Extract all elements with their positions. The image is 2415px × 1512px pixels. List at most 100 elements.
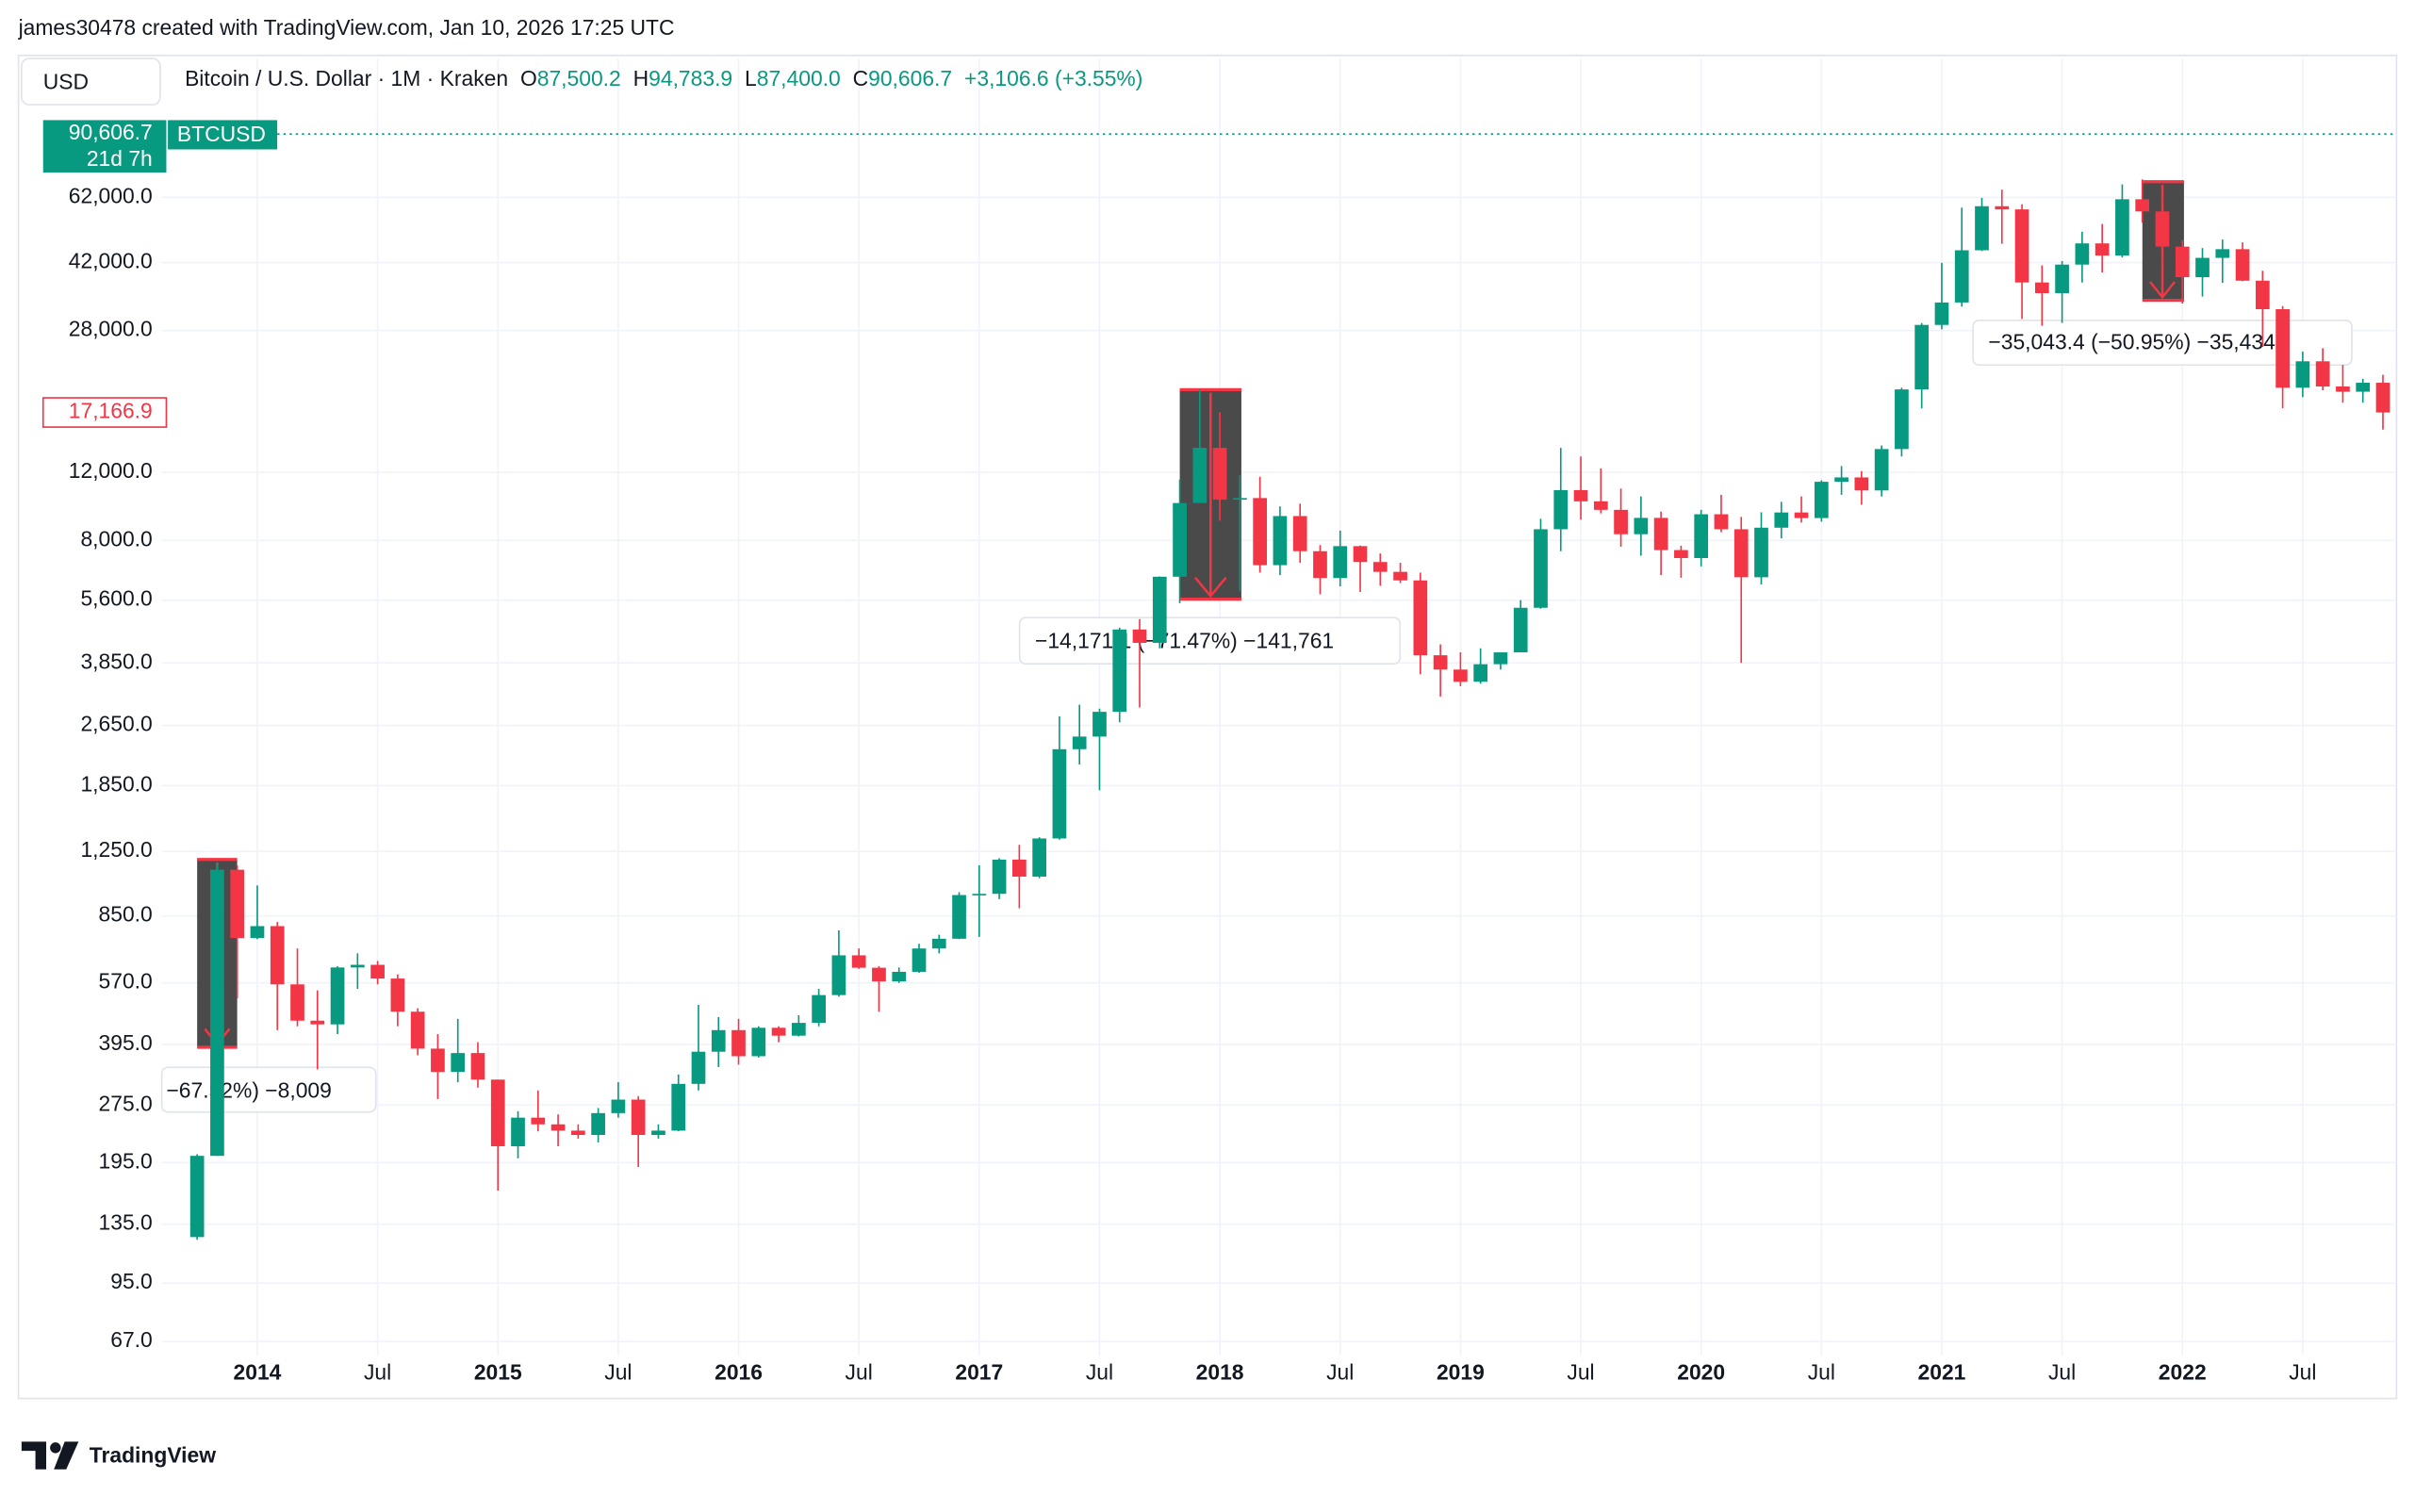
y-tick-label: 67.0 (110, 1327, 153, 1352)
y-tick-label: 3,850.0 (80, 649, 152, 673)
candle-body (310, 1020, 325, 1025)
ohlc-value: 94,783.9 (649, 66, 732, 90)
candle-body (1513, 607, 1528, 653)
candle-body (2336, 386, 2350, 392)
candle-body (1253, 498, 1268, 566)
candle-body (1733, 529, 1749, 578)
candle-body (931, 938, 946, 949)
ohlc-value: 90,606.7 (868, 66, 952, 90)
candle-body (2356, 383, 2371, 392)
candle-body (290, 984, 304, 1021)
candle-body (350, 964, 365, 968)
candle-body (1553, 489, 1569, 530)
last-price-label: 17,166.9 (69, 399, 153, 423)
candle-body (230, 869, 245, 939)
countdown: 21d 7h (87, 146, 153, 171)
y-tick-label: 395.0 (99, 1030, 153, 1055)
candle-body (591, 1112, 605, 1135)
candle-body (1032, 838, 1046, 877)
candle-body (1112, 629, 1127, 713)
x-tick-label: Jul (1808, 1359, 1835, 1384)
candle-body (1333, 546, 1348, 579)
y-tick-label: 42,000.0 (69, 249, 153, 273)
candle-body (1653, 518, 1668, 551)
candle-body (1694, 514, 1709, 558)
y-tick-label: 28,000.0 (69, 317, 153, 341)
candle-body (1413, 580, 1428, 656)
candle-body (972, 894, 987, 896)
measure-label-box (1972, 320, 2353, 367)
candle-body (691, 1051, 706, 1084)
x-tick-label: 2016 (715, 1359, 763, 1384)
candle-body (1674, 550, 1688, 558)
candle-body (812, 994, 826, 1024)
candle-body (2155, 211, 2170, 247)
measure-label: −35,043.4 (−50.95%) −35,434 (1988, 329, 2275, 353)
ohlc-key: L (745, 66, 757, 90)
y-tick-label: 12,000.0 (69, 458, 153, 483)
candle-body (189, 1156, 205, 1238)
candle-body (2115, 199, 2129, 256)
candles (189, 179, 2390, 1241)
candle-body (1874, 449, 1889, 491)
candle-body (611, 1099, 626, 1113)
candle-body (550, 1124, 566, 1131)
candle-body (390, 978, 405, 1012)
candle-body (531, 1117, 546, 1125)
candle-body (2275, 309, 2290, 388)
candle-body (370, 964, 385, 979)
candle-body (1233, 498, 1247, 501)
candle-body (1934, 302, 1949, 325)
candle-body (1794, 512, 1809, 518)
candle-body (2315, 361, 2330, 386)
x-tick-label: Jul (1326, 1359, 1354, 1384)
price-tag-value: 90,606.7 (69, 120, 153, 144)
candle-body (2295, 361, 2310, 388)
candle-body (2034, 282, 2049, 293)
y-tick-label: 5,600.0 (80, 586, 152, 611)
candle-body (1593, 501, 1608, 510)
candle-body (2095, 243, 2110, 256)
candle-body (570, 1130, 585, 1135)
x-tick-label: 2022 (2159, 1359, 2207, 1384)
x-tick-label: Jul (846, 1359, 873, 1384)
y-tick-label: 135.0 (99, 1210, 153, 1235)
candle-body (2235, 249, 2250, 281)
candle-body (831, 955, 846, 995)
chart-frame (17, 55, 2398, 1400)
candle-body (1052, 748, 1067, 839)
ohlc-key: C (853, 66, 869, 90)
last-price-tag (41, 397, 168, 428)
y-tick-label: 275.0 (99, 1091, 153, 1115)
candle-body (1774, 512, 1789, 528)
brand-name: TradingView (90, 1443, 216, 1468)
brand-logo: TradingView (21, 1441, 216, 1470)
candle-body (751, 1027, 766, 1057)
x-tick-label: 2020 (1677, 1359, 1725, 1384)
candle-body (892, 971, 907, 982)
change: +3,106.6 (+3.55%) (964, 66, 1142, 90)
x-tick-label: Jul (604, 1359, 632, 1384)
ticker-tag (168, 120, 278, 150)
candle-body (1132, 629, 1147, 643)
candle-body (2075, 243, 2090, 265)
candle-body (1975, 205, 1989, 251)
candle-body (1313, 551, 1327, 579)
candle-body (1473, 664, 1488, 682)
measure-arrow (1193, 392, 1227, 599)
candle-body (1834, 477, 1848, 483)
currency-box[interactable] (21, 58, 161, 106)
candle-body (1954, 250, 1969, 303)
candle-body (410, 1011, 425, 1049)
y-tick-label: 2,650.0 (80, 712, 152, 736)
ohlc-key: H (633, 66, 649, 90)
candle-body (1012, 859, 1027, 877)
candle-body (1714, 514, 1729, 530)
candle-body (912, 948, 927, 972)
candle-body (1353, 546, 1368, 563)
candle-body (872, 967, 886, 982)
x-tick-label: 2015 (474, 1359, 522, 1384)
candle-body (1372, 562, 1388, 572)
logo-mark (54, 1441, 79, 1470)
currency[interactable]: USD (43, 69, 89, 93)
